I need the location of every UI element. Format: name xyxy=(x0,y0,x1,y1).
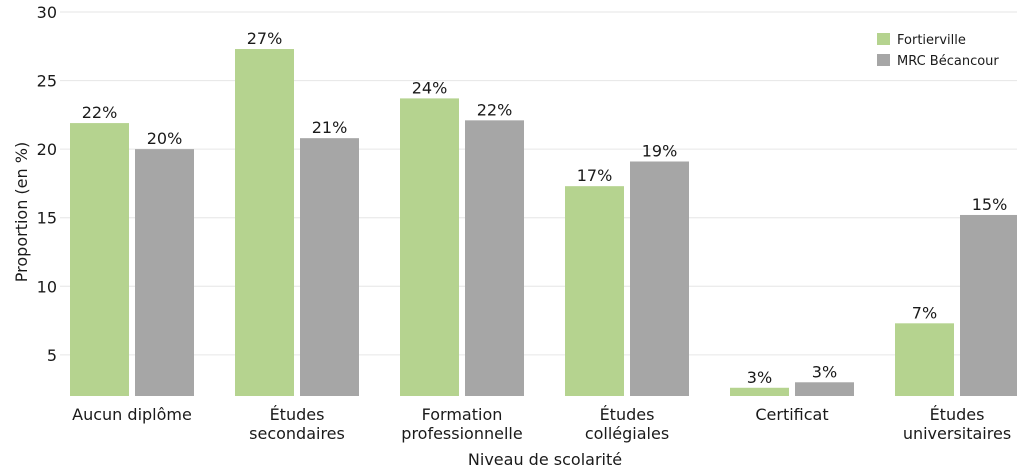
data-label: 7% xyxy=(912,303,937,322)
legend-label-0: Fortierville xyxy=(897,33,966,48)
legend-swatch-1 xyxy=(877,54,890,66)
bar-fortierville-4 xyxy=(730,387,789,396)
bar-fortierville-3 xyxy=(565,186,624,396)
data-label: 22% xyxy=(82,103,118,122)
bar-mrc-becancour-5 xyxy=(960,214,1017,396)
data-label: 24% xyxy=(412,78,448,97)
bar-mrc-becancour-4 xyxy=(795,382,854,396)
data-label: 3% xyxy=(747,368,772,387)
y-tick-label: 10 xyxy=(37,277,57,296)
data-label: 15% xyxy=(972,195,1008,214)
bars xyxy=(70,49,1017,397)
x-category-label-2: Formation professionnelle xyxy=(401,405,522,443)
y-axis-title: Proportion (en %) xyxy=(12,142,31,282)
y-tick-label: 30 xyxy=(37,3,57,22)
bar-fortierville-1 xyxy=(235,49,294,397)
x-category-label-1: Études secondaires xyxy=(249,405,345,443)
x-category-label-5: Études universitaires xyxy=(903,405,1011,443)
x-axis-categories: Aucun diplôme Études secondaires Formation p… xyxy=(72,405,1011,443)
y-tick-label: 5 xyxy=(47,346,57,365)
data-label: 19% xyxy=(642,141,678,160)
bar-mrc-becancour-2 xyxy=(465,120,524,396)
x-axis-title: Niveau de scolarité xyxy=(468,450,622,469)
legend-swatch-0 xyxy=(877,33,890,45)
data-label: 3% xyxy=(812,362,837,381)
data-label: 21% xyxy=(312,118,348,137)
bar-fortierville-2 xyxy=(400,98,459,397)
bar-mrc-becancour-0 xyxy=(135,149,194,396)
x-category-label-3: Études collégiales xyxy=(585,405,669,443)
bar-mrc-becancour-3 xyxy=(630,161,689,396)
y-axis-ticks: 5 10 15 20 25 30 xyxy=(37,3,57,365)
legend-label-1: MRC Bécancour xyxy=(897,54,999,69)
x-category-label-4: Certificat xyxy=(755,405,828,424)
data-label: 20% xyxy=(147,129,183,148)
y-tick-label: 20 xyxy=(37,140,57,159)
y-tick-label: 25 xyxy=(37,72,57,91)
data-label: 22% xyxy=(477,100,513,119)
legend: Fortierville MRC Bécancour xyxy=(877,33,999,69)
y-tick-label: 15 xyxy=(37,209,57,228)
bar-fortierville-5 xyxy=(895,323,954,396)
bar-fortierville-0 xyxy=(70,123,129,396)
x-category-label-0: Aucun diplôme xyxy=(72,405,192,424)
data-label: 27% xyxy=(247,29,283,48)
data-label: 17% xyxy=(577,166,613,185)
gridlines xyxy=(60,11,1017,356)
data-labels: 22% 20% 27% 21% 24% 22% 17% 19% 3% 3% 7% 15% xyxy=(82,29,1008,387)
bar-mrc-becancour-1 xyxy=(300,138,359,396)
